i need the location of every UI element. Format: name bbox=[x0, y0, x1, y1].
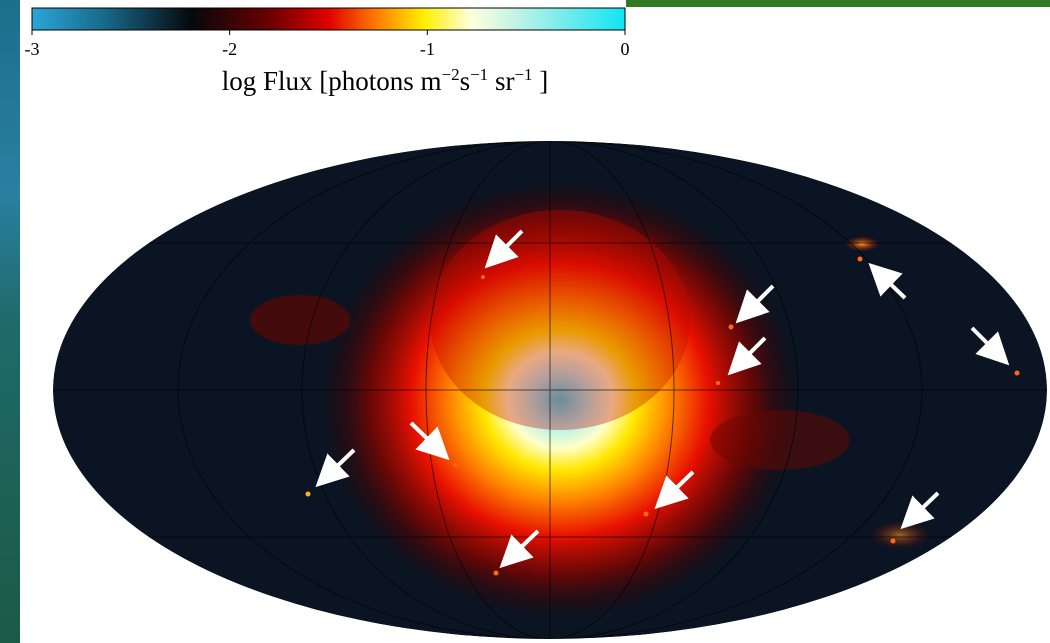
tick-label: -1 bbox=[420, 39, 435, 59]
label-superscript: −2 bbox=[441, 65, 459, 84]
colorbar bbox=[32, 8, 625, 30]
tick-label: -2 bbox=[222, 39, 237, 59]
label-text: sr bbox=[488, 66, 514, 96]
label-superscript: −1 bbox=[470, 65, 488, 84]
tick-label: -3 bbox=[25, 39, 40, 59]
tick-label: 0 bbox=[621, 39, 630, 59]
sky-map bbox=[53, 141, 1047, 639]
page: {"colorbar": {"lim": [-3, 0], "ticks": [… bbox=[0, 0, 1050, 643]
figure: -3-2-10 log Flux [photons m−2s−1 sr−1 ] bbox=[0, 0, 1050, 643]
label-text: s bbox=[460, 66, 471, 96]
emission bbox=[844, 236, 880, 252]
label-superscript: −1 bbox=[514, 65, 532, 84]
colorbar-ticks: -3 -2 -1 0 bbox=[25, 30, 630, 59]
label-text: log Flux [photons m bbox=[222, 66, 442, 96]
emission bbox=[250, 295, 350, 345]
emission bbox=[710, 410, 850, 470]
emission bbox=[870, 521, 930, 549]
colorbar-label: log Flux [photons m−2s−1 sr−1 ] bbox=[222, 65, 549, 96]
label-text: ] bbox=[533, 66, 549, 96]
